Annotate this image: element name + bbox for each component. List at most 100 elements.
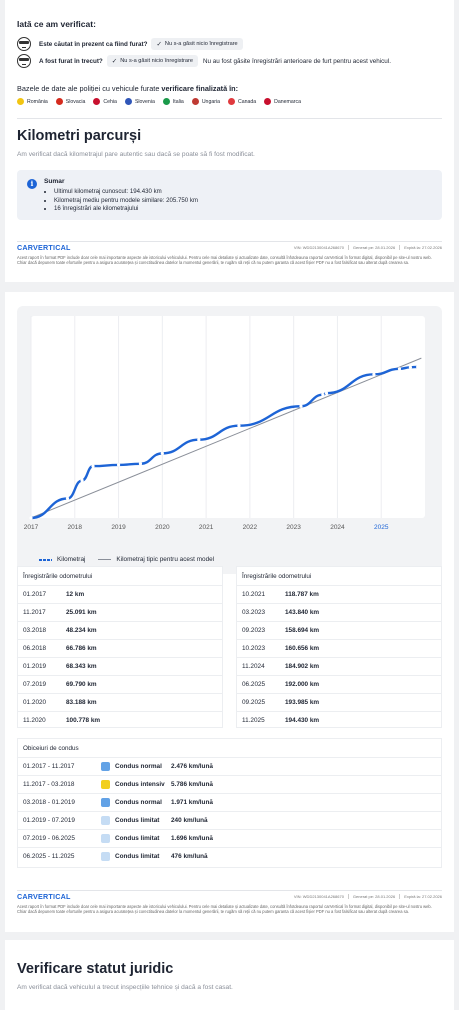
flag-icon — [191, 98, 199, 105]
country-0: România — [17, 98, 48, 105]
expiry-date: Expiră la: 27.02.2026 — [399, 894, 442, 899]
row-mileage: 69.790 km — [66, 681, 97, 688]
row-mileage: 194.430 km — [285, 717, 320, 724]
table-row: 06.2018 66.786 km — [18, 639, 222, 657]
row-mileage: 118.787 km — [285, 591, 319, 598]
info-icon: i — [27, 179, 37, 189]
row-date: 01.2017 — [23, 591, 47, 598]
table-row: 11.2024 184.902 km — [237, 657, 441, 675]
row-mileage: 184.902 km — [285, 663, 320, 670]
x-tick-label: 2025 — [374, 524, 389, 531]
status-badge: ✓ Nu s-a găsit nicio înregistrare — [151, 38, 243, 50]
carvertical-logo: CARVERTICAL — [17, 243, 71, 252]
flag-icon — [264, 98, 272, 105]
report-meta: VIN: WDD2130041A268670 Generat pe: 28.01… — [294, 894, 442, 899]
chart-legend: Kilometraj Kilometraj tipic pentru acest… — [39, 556, 214, 563]
table-row: 07.2019 69.790 km — [18, 675, 222, 693]
flag-icon — [93, 98, 101, 105]
country-7: Danemarca — [264, 98, 301, 105]
row-date: 06.2025 — [242, 681, 266, 688]
summary-item: Kilometraj mediu pentru modele similare:… — [54, 197, 198, 206]
table-row: 01.2017 12 km — [18, 585, 222, 603]
odometer-table-right: Înregistrările odometrului 10.2021 118.78… — [236, 566, 442, 728]
flag-icon — [17, 98, 24, 105]
mileage-point — [372, 372, 376, 376]
table-row: 11.2017 25.091 km — [18, 603, 222, 621]
row-style: Condus limitat — [101, 816, 171, 825]
report-page-legal: Verificare statut juridic Am verificat d… — [5, 940, 454, 1010]
x-tick-label: 2020 — [155, 524, 170, 531]
row-date: 03.2023 — [242, 609, 266, 616]
table-row: 11.2020 100.778 km — [18, 711, 222, 729]
mileage-point — [29, 516, 33, 520]
flag-icon — [124, 98, 132, 105]
row-date: 01.2019 — [23, 663, 47, 670]
table-row: 01.2017 - 11.2017 Condus normal 2.476 km/l… — [18, 757, 441, 775]
disclaimer: Acest raport în format PDF include doar … — [17, 255, 432, 266]
summary-title: Sumar — [44, 178, 65, 185]
table-row: 10.2023 160.656 km — [237, 639, 441, 657]
row-mileage: 160.656 km — [285, 645, 320, 652]
style-swatch — [101, 852, 110, 861]
country-name: Cehia — [103, 98, 117, 105]
row-period: 06.2025 - 11.2025 — [23, 853, 75, 860]
status-badge: ✓ Nu s-a găsit nicio înregistrare — [106, 55, 198, 67]
country-name: România — [27, 98, 48, 105]
style-swatch — [101, 816, 110, 825]
row-mileage: 143.840 km — [285, 609, 320, 616]
legend-label-typical: Kilometraj tipic pentru acest model — [116, 556, 215, 563]
row-rate: 2.476 km/lună — [171, 763, 213, 770]
style-label: Condus normal — [115, 763, 162, 770]
divider — [17, 118, 442, 119]
divider — [17, 890, 442, 891]
row-rate: 476 km/lună — [171, 853, 208, 860]
row-mileage: 100.778 km — [66, 717, 101, 724]
table-row: 11.2025 194.430 km — [237, 711, 441, 729]
country-list: România Slovacia Cehia Slovenia Italia Ungari… — [17, 98, 301, 105]
row-date: 11.2024 — [242, 663, 265, 670]
x-tick-label: 2023 — [286, 524, 301, 531]
x-tick-label: 2019 — [111, 524, 126, 531]
table-row: 03.2018 - 01.2019 Condus normal 1.971 km/l… — [18, 793, 441, 811]
row-rate: 1.971 km/lună — [171, 799, 213, 806]
style-swatch — [101, 780, 110, 789]
question-note: Nu au fost găsite înregistrări anterioar… — [203, 57, 391, 65]
carvertical-logo: CARVERTICAL — [17, 892, 71, 901]
style-label: Condus limitat — [115, 835, 160, 842]
row-mileage: 158.694 km — [285, 627, 320, 634]
row-mileage: 68.343 km — [66, 663, 97, 670]
summary-box: i Sumar Ultimul kilometraj cunoscut: 194… — [17, 170, 442, 220]
mileage-point — [197, 438, 201, 442]
country-6: Canada — [227, 98, 256, 105]
vin: VIN: WDD2130041A268670 — [293, 245, 344, 250]
plot-area — [31, 316, 425, 518]
generated-date: Generat pe: 28.01.2026 — [347, 245, 395, 250]
generated-date: Generat pe: 28.01.2026 — [347, 894, 395, 899]
flag-icon — [162, 98, 170, 105]
row-mileage: 83.188 km — [66, 699, 97, 706]
row-rate: 1.696 km/lună — [171, 835, 213, 842]
x-tick-label: 2017 — [24, 524, 39, 531]
legal-title: Verificare statut juridic — [17, 961, 174, 977]
question-past-theft: A fost furat în trecut? ✓ Nu s-a găsit ni… — [17, 52, 391, 70]
table-title: Înregistrările odometrului — [242, 573, 312, 580]
row-date: 10.2021 — [242, 591, 266, 598]
km-subtitle: Am verificat dacă kilometrajul pare aute… — [17, 151, 255, 158]
mileage-point — [408, 365, 413, 369]
mileage-line — [30, 365, 418, 520]
report-footer: CARVERTICAL VIN: WDD2130041A268670 Gener… — [17, 241, 442, 266]
table-row: 10.2021 118.787 km — [237, 585, 441, 603]
table-row: 03.2018 48.234 km — [18, 621, 222, 639]
thief-icon — [17, 54, 31, 68]
mileage-point — [416, 365, 420, 369]
legend-swatch-typical — [98, 559, 112, 560]
mileage-point — [160, 451, 164, 455]
x-tick-label: 2021 — [199, 524, 214, 531]
table-title: Înregistrările odometrului — [23, 573, 93, 580]
row-date: 01.2020 — [23, 699, 47, 706]
row-rate: 5.786 km/lună — [171, 781, 213, 788]
table-row: 01.2019 - 07.2019 Condus limitat 240 km/lu… — [18, 811, 441, 829]
report-page-theft: Iată ce am verificat: Este căutat în pre… — [5, 0, 454, 282]
expiry-date: Expiră la: 27.02.2026 — [399, 245, 442, 250]
x-tick-label: 2024 — [330, 524, 345, 531]
